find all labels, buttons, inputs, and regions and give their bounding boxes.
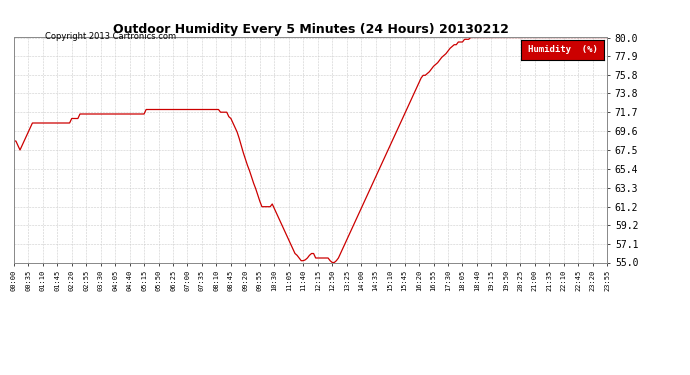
Title: Outdoor Humidity Every 5 Minutes (24 Hours) 20130212: Outdoor Humidity Every 5 Minutes (24 Hou… (112, 23, 509, 36)
Text: Copyright 2013 Cartronics.com: Copyright 2013 Cartronics.com (45, 32, 176, 41)
